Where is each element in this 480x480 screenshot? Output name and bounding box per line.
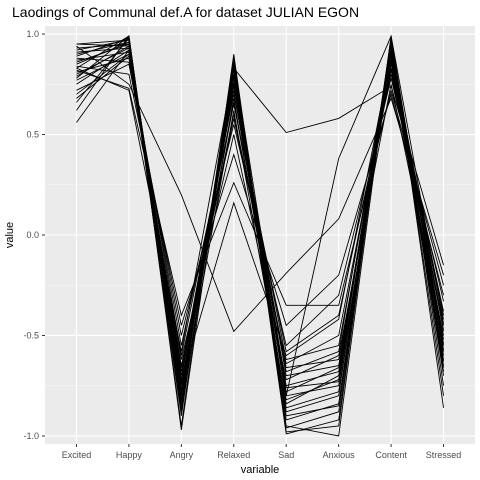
series-line-26 <box>76 34 444 410</box>
x-tick-label: Happy <box>116 450 143 460</box>
x-tick-label: Sad <box>278 450 294 460</box>
y-axis-label: value <box>4 222 16 248</box>
chart-title: Laodings of Communal def.A for dataset J… <box>12 4 359 20</box>
x-axis-ticks: Excited Happy Angry Relaxed Sad Anxious Conten… <box>62 444 462 460</box>
series-line-28 <box>76 53 444 389</box>
series-lines <box>76 34 444 437</box>
y-axis-ticks: 1.0 0.5 0.0 -0.5 -1.0 <box>23 29 45 441</box>
x-tick-label: Stressed <box>426 450 462 460</box>
x-axis-label: variable <box>241 464 280 476</box>
x-tick-label: Relaxed <box>217 450 250 460</box>
series-line-25 <box>76 67 444 352</box>
y-tick-label: 0.5 <box>26 130 39 140</box>
y-tick-label: 1.0 <box>26 29 39 39</box>
y-tick-label: 0.0 <box>26 230 39 240</box>
x-tick-label: Angry <box>170 450 194 460</box>
x-tick-label: Excited <box>62 450 92 460</box>
x-tick-label: Anxious <box>323 450 356 460</box>
x-tick-label: Content <box>375 450 407 460</box>
grid-lines <box>45 26 475 444</box>
y-tick-label: -0.5 <box>23 330 39 340</box>
series-line-27 <box>76 43 444 394</box>
y-tick-label: -1.0 <box>23 431 39 441</box>
